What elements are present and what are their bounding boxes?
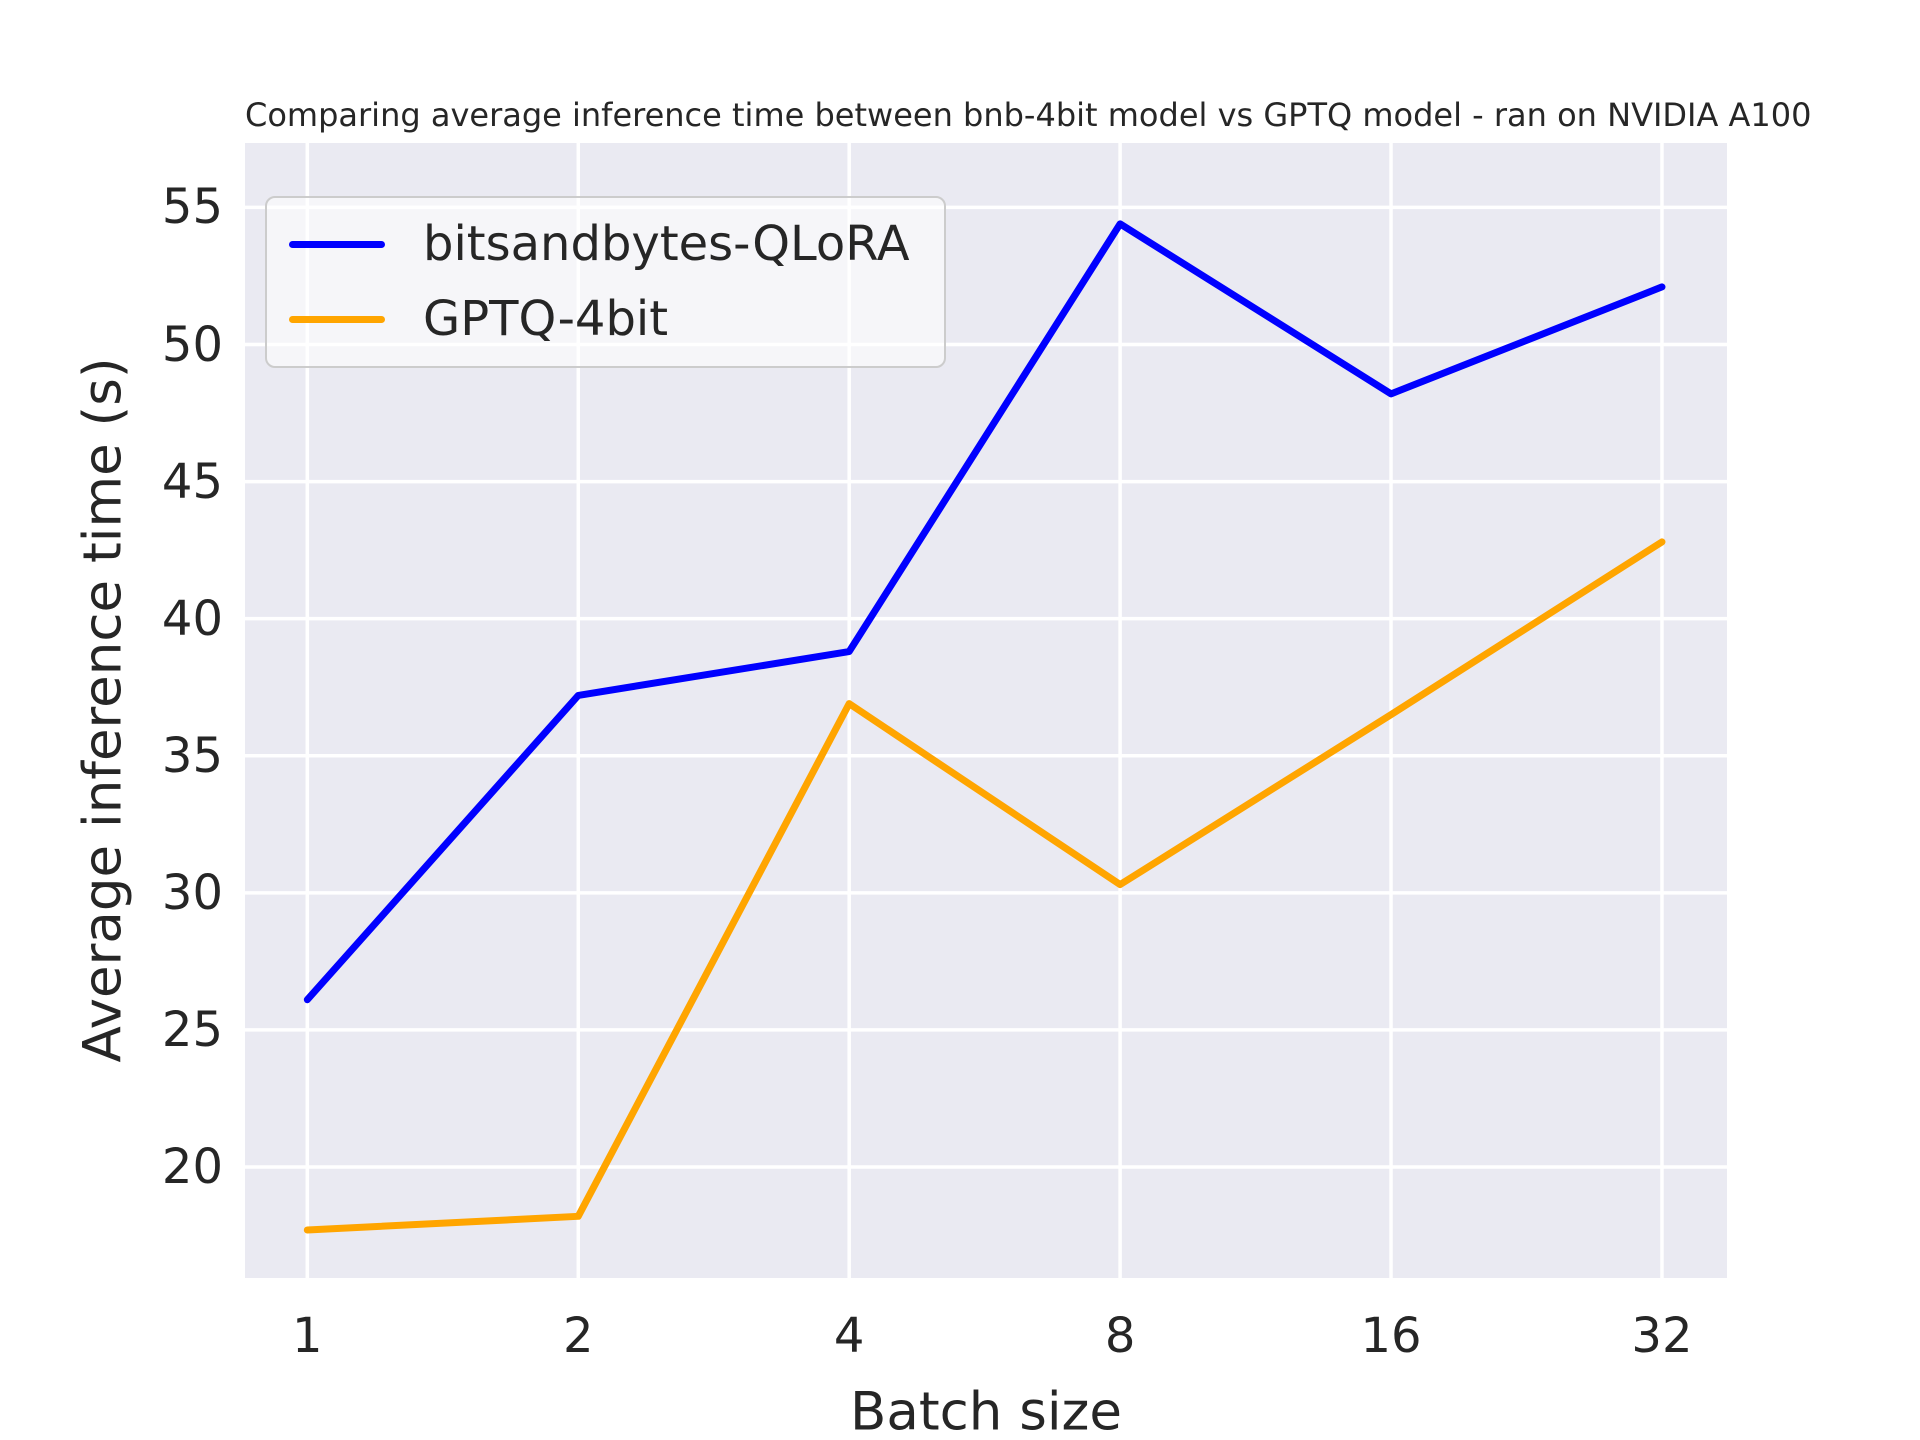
legend-item-gptq: GPTQ-4bit — [289, 290, 910, 347]
series-line-bitsandbytes-QLoRA — [303, 220, 1666, 1004]
y-tick-label: 35 — [161, 727, 223, 784]
y-tick-label: 40 — [161, 590, 223, 647]
y-tick-label: 20 — [161, 1138, 223, 1195]
legend-label: bitsandbytes-QLoRA — [423, 216, 910, 272]
y-tick-label: 45 — [161, 453, 223, 510]
chart-title: Comparing average inference time between… — [245, 96, 1812, 134]
legend-item-bitsandbytes: bitsandbytes-QLoRA — [289, 218, 910, 271]
x-tick-label: 32 — [1631, 1308, 1693, 1364]
series-line-GPTQ-4bit — [303, 538, 1666, 1234]
x-tick-label: 8 — [1104, 1308, 1136, 1364]
legend-line-swatch-blue — [289, 240, 385, 248]
y-tick-label: 55 — [161, 179, 223, 236]
x-axis-label: Batch size — [850, 1381, 1122, 1440]
y-tick-label: 25 — [161, 1001, 223, 1058]
legend-label: GPTQ-4bit — [423, 290, 669, 347]
y-tick-label: 50 — [161, 316, 223, 373]
x-tick-label: 1 — [292, 1308, 323, 1364]
x-tick-label: 4 — [833, 1308, 865, 1364]
x-tick-label: 16 — [1360, 1308, 1422, 1364]
y-tick-label: 30 — [161, 864, 223, 921]
legend: bitsandbytes-QLoRA GPTQ-4bit — [265, 196, 946, 368]
x-tick-label: 2 — [562, 1308, 594, 1364]
legend-line-swatch-orange — [289, 315, 385, 323]
